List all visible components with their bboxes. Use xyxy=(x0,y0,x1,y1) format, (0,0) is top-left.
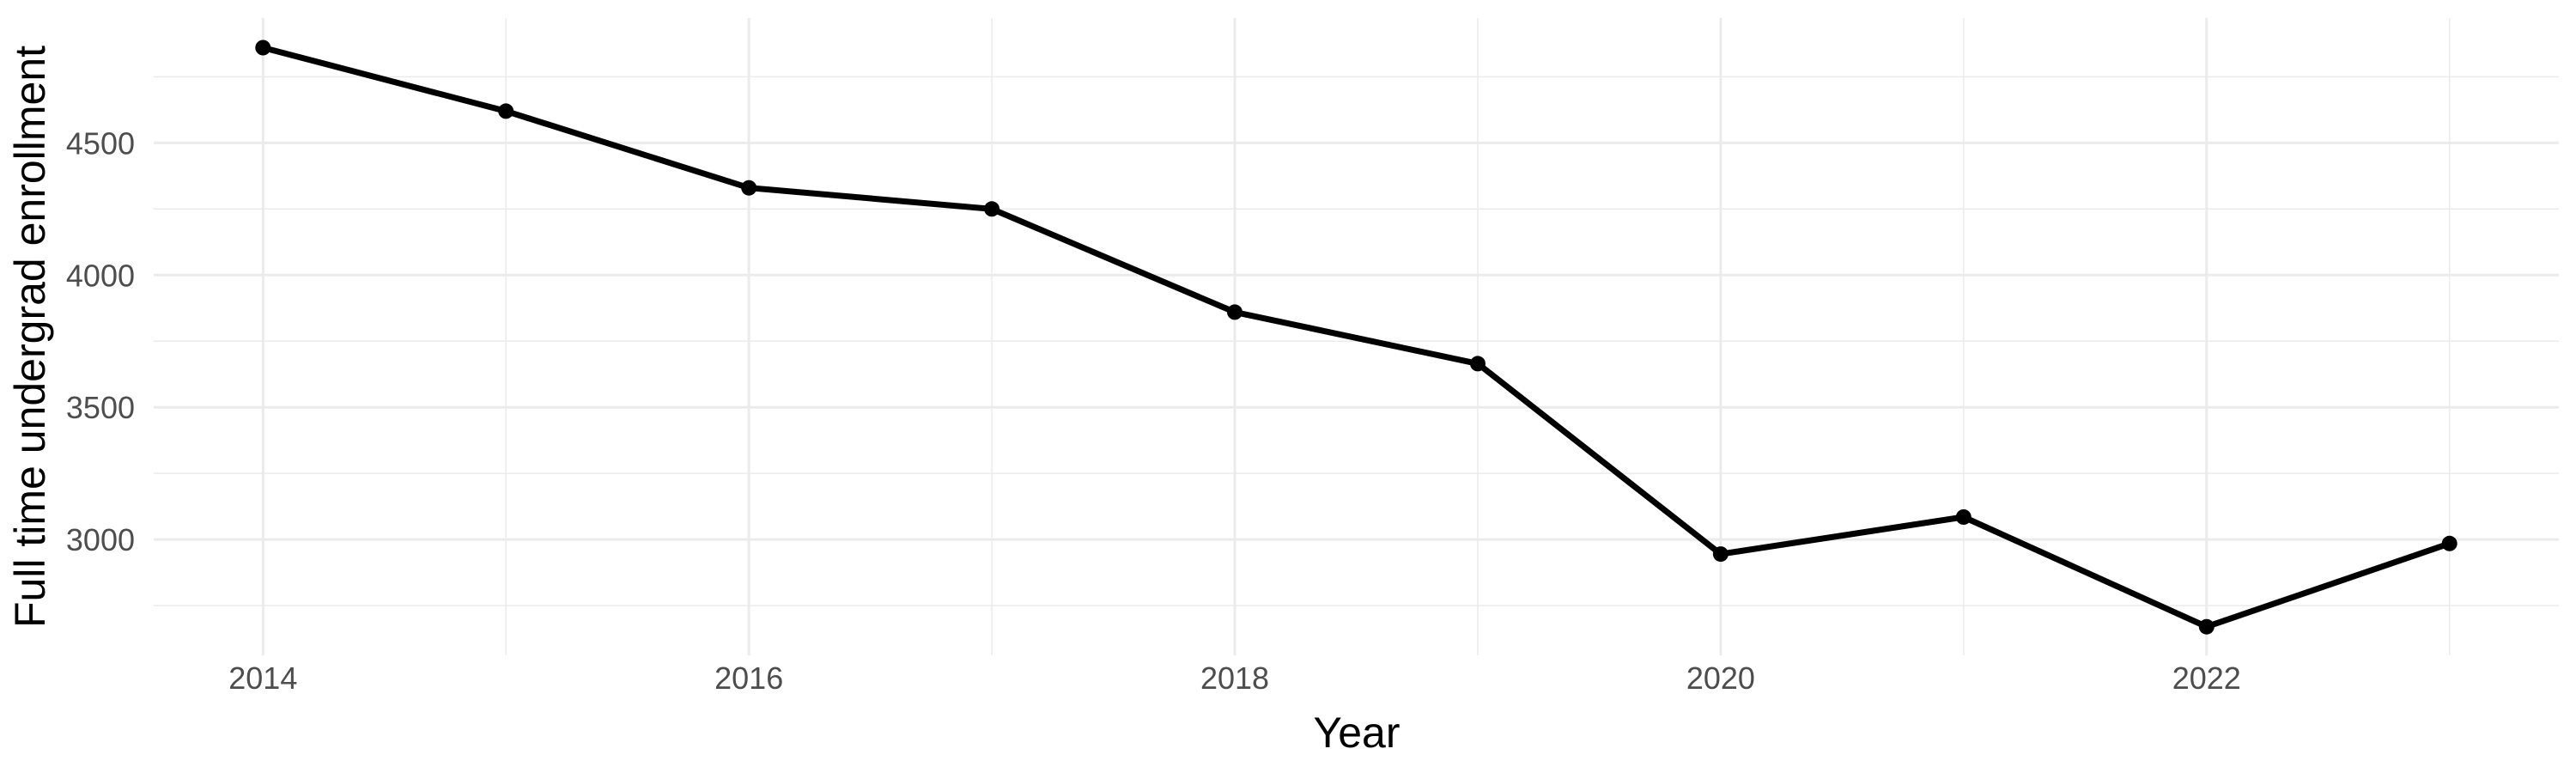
data-point xyxy=(1712,546,1728,563)
y-axis-title: Full time undergrad enrollment xyxy=(6,46,54,628)
y-tick-label: 4000 xyxy=(66,258,135,293)
y-tick-label: 4500 xyxy=(66,125,135,161)
x-tick-label: 2014 xyxy=(228,660,297,696)
y-tick-label: 3500 xyxy=(66,390,135,425)
data-point xyxy=(1470,356,1485,372)
data-point xyxy=(1227,304,1242,320)
x-tick-label: 2020 xyxy=(1686,660,1755,696)
data-point xyxy=(255,40,271,56)
y-tick-label: 3000 xyxy=(66,522,135,557)
trend-line xyxy=(262,45,2451,630)
x-axis-title: Year xyxy=(1313,709,1400,757)
data-point xyxy=(2198,618,2215,635)
data-series xyxy=(255,40,2458,635)
data-point xyxy=(2441,535,2458,551)
x-tick-label: 2022 xyxy=(2172,660,2241,696)
axis-tick-labels: 2014 2016 2018 2020 2022 4500 4000 3500 3000 xyxy=(66,125,2241,696)
data-point xyxy=(984,201,1000,217)
x-tick-label: 2016 xyxy=(714,660,783,696)
data-point xyxy=(498,103,514,119)
data-point xyxy=(741,180,757,196)
x-tick-label: 2018 xyxy=(1200,660,1269,696)
data-point xyxy=(1955,509,1971,525)
